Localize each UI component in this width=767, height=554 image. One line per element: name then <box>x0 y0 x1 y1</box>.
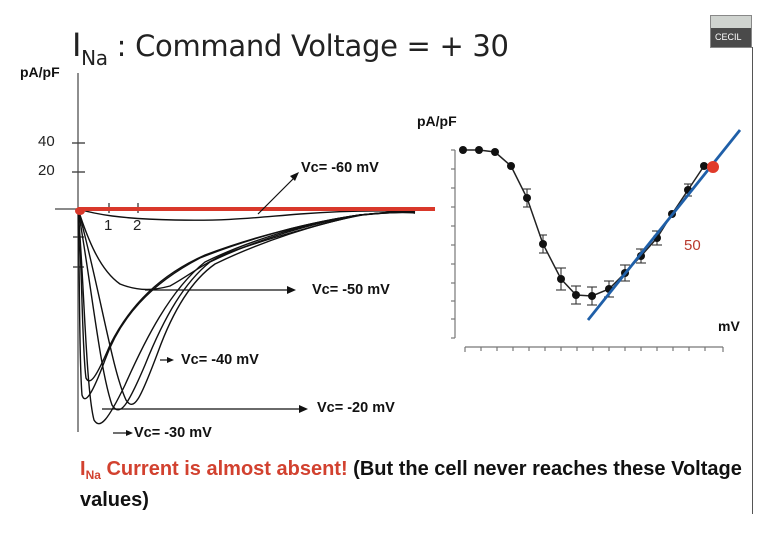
thumbnail-image <box>711 16 751 28</box>
right-x-unit: mV <box>718 318 740 334</box>
title-text: : Command Voltage = + 30 <box>107 29 509 63</box>
panel-divider <box>752 47 753 514</box>
y-tick-40: 40 <box>38 133 55 150</box>
left-chart <box>55 73 435 436</box>
right-y-unit: pA/pF <box>417 113 457 129</box>
fit-line <box>586 129 742 321</box>
label-vc60: Vc= -60 mV <box>301 160 379 176</box>
x-tick-1: 1 <box>104 217 113 234</box>
x-tick-2: 2 <box>133 217 142 234</box>
iv-curve <box>463 149 705 297</box>
title-symbol: I <box>72 26 82 64</box>
label-vc50: Vc= -50 mV <box>312 282 390 298</box>
y-tick-20: 20 <box>38 162 55 179</box>
trace-vc20 <box>77 208 416 411</box>
left-y-unit: pA/pF <box>20 64 60 80</box>
right-chart <box>451 129 742 352</box>
presenter-thumbnail[interactable]: CECIL <box>710 15 752 48</box>
annotation-50: 50 <box>684 237 701 254</box>
slide-title: INa : Command Voltage = + 30 <box>72 26 509 70</box>
iv-points <box>459 146 708 300</box>
thumbnail-label: CECIL <box>715 32 742 42</box>
caption-highlight: INa Current is almost absent! <box>80 458 348 482</box>
highlight-point-plus30 <box>707 161 719 173</box>
caption-note: (But the cell never reaches these Voltag… <box>80 458 742 511</box>
trace-vc60 <box>77 208 416 221</box>
label-vc40: Vc= -40 mV <box>181 352 259 368</box>
arrow-vc60 <box>257 175 297 215</box>
slide-caption: INa Current is almost absent! (But the c… <box>80 457 760 513</box>
label-vc30: Vc= -30 mV <box>134 425 212 441</box>
title-subscript: Na <box>81 46 108 70</box>
label-vc20: Vc= -20 mV <box>317 400 395 416</box>
